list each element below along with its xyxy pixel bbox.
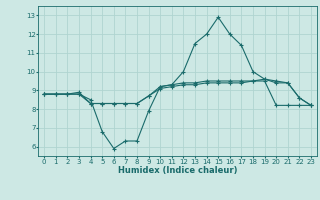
X-axis label: Humidex (Indice chaleur): Humidex (Indice chaleur): [118, 166, 237, 175]
